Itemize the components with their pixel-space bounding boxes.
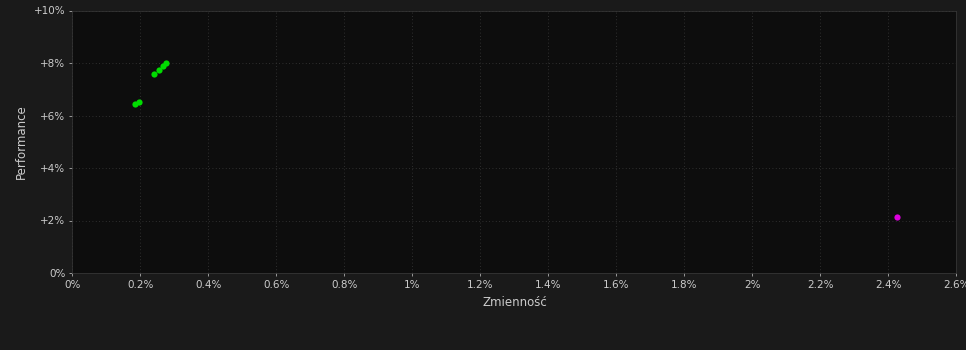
Y-axis label: Performance: Performance [15,104,28,179]
Point [128,101,143,106]
Point [146,71,161,76]
Point [158,60,174,66]
X-axis label: Zmienność: Zmienność [482,295,547,308]
Point [155,63,170,69]
Point [889,214,904,219]
Point [131,99,147,105]
Point [152,67,167,72]
